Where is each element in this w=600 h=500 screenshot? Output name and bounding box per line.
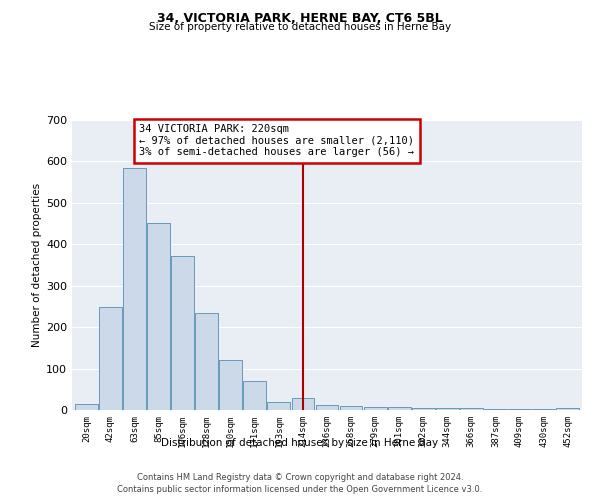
Bar [75, 404, 98, 410]
Bar [556, 408, 579, 410]
Text: 34 VICTORIA PARK: 220sqm
← 97% of detached houses are smaller (2,110)
3% of semi: 34 VICTORIA PARK: 220sqm ← 97% of detach… [139, 124, 415, 158]
Bar [412, 408, 434, 410]
Bar [388, 407, 410, 410]
Text: 34, VICTORIA PARK, HERNE BAY, CT6 5BL: 34, VICTORIA PARK, HERNE BAY, CT6 5BL [157, 12, 443, 26]
Bar [171, 256, 194, 410]
Bar [484, 409, 507, 410]
Bar [436, 408, 459, 410]
Text: Contains public sector information licensed under the Open Government Licence v3: Contains public sector information licen… [118, 485, 482, 494]
Bar [268, 402, 290, 410]
Bar [532, 409, 555, 410]
Bar [195, 312, 218, 410]
Bar [220, 360, 242, 410]
Bar [147, 222, 170, 410]
Bar [316, 405, 338, 410]
Text: Size of property relative to detached houses in Herne Bay: Size of property relative to detached ho… [149, 22, 451, 32]
Bar [340, 406, 362, 410]
Text: Contains HM Land Registry data © Crown copyright and database right 2024.: Contains HM Land Registry data © Crown c… [137, 472, 463, 482]
Y-axis label: Number of detached properties: Number of detached properties [32, 183, 42, 347]
Bar [508, 409, 531, 410]
Bar [99, 308, 122, 410]
Bar [460, 408, 483, 410]
Bar [244, 381, 266, 410]
Text: Distribution of detached houses by size in Herne Bay: Distribution of detached houses by size … [161, 438, 439, 448]
Bar [123, 168, 146, 410]
Bar [292, 398, 314, 410]
Bar [364, 406, 386, 410]
